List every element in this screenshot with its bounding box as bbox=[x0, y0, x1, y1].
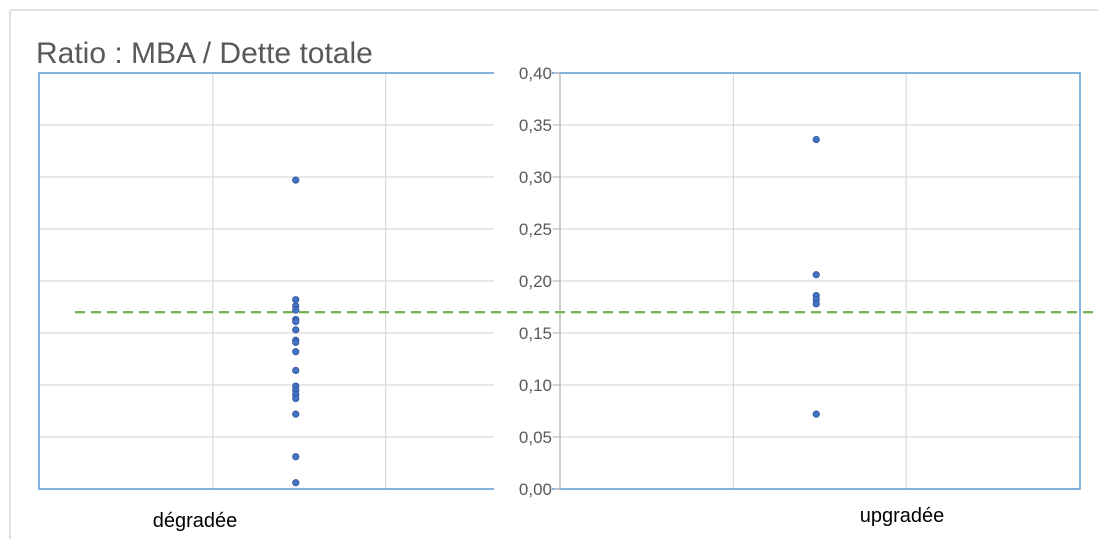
y-tick-label: 0,30 bbox=[519, 168, 552, 187]
data-point bbox=[292, 306, 300, 314]
data-point bbox=[292, 348, 300, 356]
y-tick-label: 0,35 bbox=[519, 116, 552, 135]
y-tick-label-bg bbox=[494, 322, 552, 342]
title-background bbox=[28, 30, 466, 72]
y-tick-label-bg bbox=[494, 114, 552, 134]
data-point bbox=[292, 453, 300, 461]
y-tick-label-bg bbox=[494, 62, 552, 82]
data-point bbox=[292, 326, 300, 334]
y-tick-label-bg bbox=[494, 166, 552, 186]
data-point bbox=[292, 176, 300, 184]
data-point bbox=[812, 300, 820, 308]
data-point bbox=[292, 338, 300, 346]
data-point bbox=[812, 135, 820, 144]
data-point bbox=[292, 317, 300, 326]
y-tick-label-bg bbox=[494, 218, 552, 238]
y-tick-label: 0,10 bbox=[519, 376, 552, 395]
y-tick-label: 0,40 bbox=[519, 64, 552, 83]
category-label: dégradée bbox=[153, 510, 238, 532]
data-point bbox=[812, 410, 820, 418]
data-point bbox=[292, 410, 300, 418]
y-tick-label-bg bbox=[494, 374, 552, 394]
y-tick-label: 0,00 bbox=[519, 480, 552, 499]
data-points bbox=[292, 135, 820, 487]
data-point bbox=[292, 479, 300, 487]
data-point bbox=[292, 394, 300, 403]
y-tick-label: 0,05 bbox=[519, 428, 552, 447]
y-tick-label-bg bbox=[494, 426, 552, 446]
data-point bbox=[812, 271, 820, 279]
category-label: upgradée bbox=[860, 505, 945, 527]
y-tick-label-bg bbox=[494, 270, 552, 290]
chart-title: Ratio : MBA / Dette totale bbox=[36, 37, 373, 70]
y-tick-label: 0,15 bbox=[519, 324, 552, 343]
data-point bbox=[292, 296, 300, 304]
data-point bbox=[292, 366, 300, 375]
y-tick-labels: 0,00 0,05 0,10 0,15 0,20 0,25 0,30 0,35 0,40 bbox=[494, 62, 560, 499]
y-tick-label: 0,20 bbox=[519, 272, 552, 291]
category-labels: dégradée upgradée bbox=[153, 505, 945, 532]
y-tick-label: 0,25 bbox=[519, 220, 552, 239]
y-tick-label-bg bbox=[494, 478, 552, 498]
